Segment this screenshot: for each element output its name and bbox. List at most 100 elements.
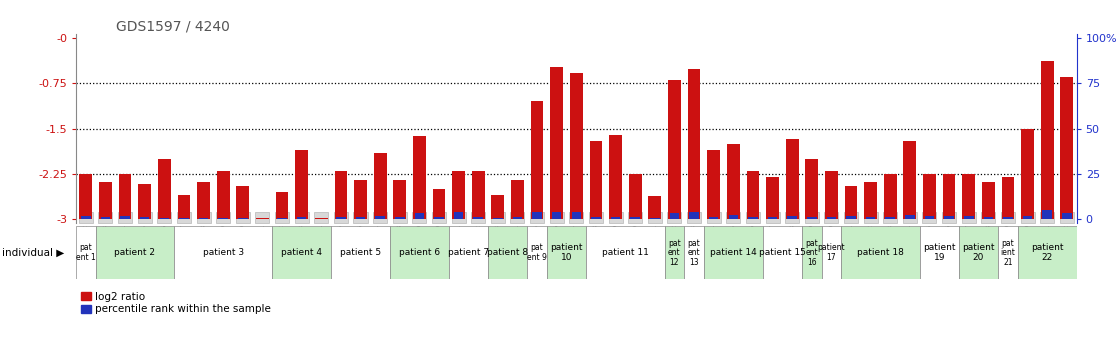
Bar [664, 226, 684, 279]
Bar [217, 171, 229, 219]
Bar [530, 211, 544, 223]
Bar [667, 211, 682, 223]
Bar [942, 211, 956, 223]
Bar [257, 218, 267, 219]
Bar [121, 216, 130, 219]
Bar [883, 211, 898, 223]
Bar [688, 69, 700, 219]
Bar [846, 216, 855, 219]
Bar [316, 218, 326, 219]
Text: patient 18: patient 18 [858, 248, 903, 257]
Bar [395, 217, 405, 219]
Text: patient 4: patient 4 [281, 248, 322, 257]
Bar [768, 217, 777, 219]
Bar [331, 226, 390, 279]
Bar [650, 218, 660, 219]
Bar [295, 211, 309, 223]
Bar [96, 226, 174, 279]
Bar [80, 216, 91, 219]
Bar [76, 226, 96, 279]
Bar [1061, 77, 1073, 219]
Bar [434, 217, 444, 219]
Bar [631, 217, 639, 219]
Bar [392, 211, 407, 223]
Bar [570, 73, 582, 219]
Bar [825, 171, 837, 219]
Text: patient
19: patient 19 [923, 243, 956, 262]
Bar [729, 215, 738, 219]
Bar [100, 182, 112, 219]
Bar [766, 211, 779, 223]
Bar [864, 182, 877, 219]
Text: patient 8: patient 8 [487, 248, 528, 257]
Bar [334, 171, 348, 219]
Bar [885, 217, 896, 219]
Bar [238, 218, 247, 219]
Bar [747, 171, 759, 219]
Bar [1017, 226, 1077, 279]
Bar [807, 217, 816, 219]
Bar [178, 195, 190, 219]
Text: patient 11: patient 11 [601, 248, 648, 257]
Bar [373, 211, 387, 223]
Bar [138, 211, 152, 223]
Text: patient
22: patient 22 [1031, 243, 1063, 262]
Bar [376, 216, 385, 219]
Bar [961, 211, 976, 223]
Bar [628, 211, 642, 223]
Text: patient 14: patient 14 [710, 248, 757, 257]
Bar [550, 67, 563, 219]
Bar [528, 226, 547, 279]
Bar [865, 217, 875, 219]
Bar [448, 226, 489, 279]
Bar [964, 216, 974, 219]
Bar [277, 218, 287, 219]
Text: patient 7: patient 7 [448, 248, 489, 257]
Text: patient
10: patient 10 [550, 243, 582, 262]
Bar [628, 174, 642, 219]
Bar [140, 217, 150, 219]
Bar [589, 211, 603, 223]
Bar [513, 217, 522, 219]
Bar [98, 211, 113, 223]
Bar [1062, 213, 1072, 219]
Bar [923, 174, 936, 219]
Bar [586, 226, 664, 279]
Bar [982, 211, 995, 223]
Text: pat
ient
21: pat ient 21 [1001, 238, 1015, 267]
Bar [547, 226, 586, 279]
Bar [707, 211, 721, 223]
Bar [647, 211, 662, 223]
Bar [925, 216, 935, 219]
Bar [824, 211, 838, 223]
Bar [373, 153, 387, 219]
Bar [139, 184, 151, 219]
Bar [177, 211, 191, 223]
Text: patient
17: patient 17 [817, 243, 845, 262]
Bar [786, 139, 798, 219]
Bar [746, 211, 760, 223]
Bar [1003, 217, 1013, 219]
Bar [998, 226, 1017, 279]
Bar [276, 192, 288, 219]
Bar [610, 217, 620, 219]
Bar [945, 216, 954, 219]
Bar [748, 217, 758, 219]
Bar [805, 159, 818, 219]
Bar [669, 80, 681, 219]
Text: pat
ent 1: pat ent 1 [76, 243, 96, 262]
Bar [920, 226, 959, 279]
Bar [922, 211, 937, 223]
Bar [236, 186, 249, 219]
Bar [353, 211, 368, 223]
Bar [1002, 177, 1014, 219]
Bar [1021, 211, 1034, 223]
Bar [413, 211, 426, 223]
Bar [982, 182, 995, 219]
Bar [158, 211, 171, 223]
Text: pat
ent
12: pat ent 12 [669, 238, 681, 267]
Bar [684, 226, 704, 279]
Bar [942, 174, 956, 219]
Text: patient 3: patient 3 [202, 248, 244, 257]
Bar [119, 211, 132, 223]
